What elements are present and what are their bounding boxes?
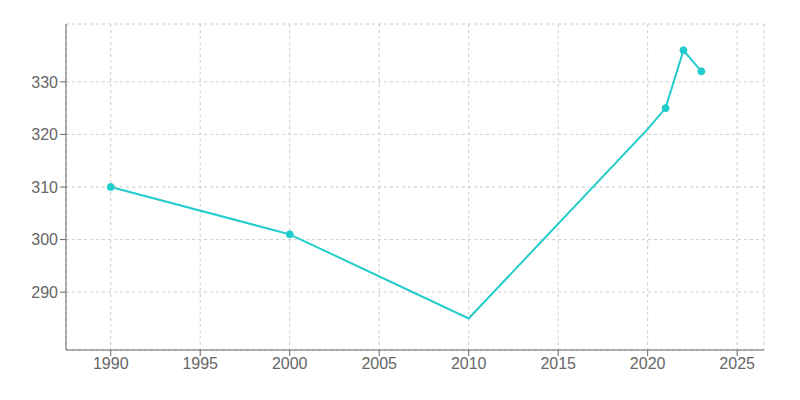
svg-text:2000: 2000 <box>272 355 308 372</box>
svg-text:2010: 2010 <box>451 355 487 372</box>
svg-text:1995: 1995 <box>182 355 218 372</box>
svg-text:2025: 2025 <box>719 355 755 372</box>
svg-text:2015: 2015 <box>540 355 576 372</box>
svg-text:300: 300 <box>31 231 58 248</box>
svg-text:310: 310 <box>31 179 58 196</box>
svg-text:320: 320 <box>31 126 58 143</box>
svg-text:2005: 2005 <box>361 355 397 372</box>
svg-text:290: 290 <box>31 284 58 301</box>
svg-text:1990: 1990 <box>93 355 129 372</box>
svg-text:2020: 2020 <box>630 355 666 372</box>
svg-text:330: 330 <box>31 74 58 91</box>
